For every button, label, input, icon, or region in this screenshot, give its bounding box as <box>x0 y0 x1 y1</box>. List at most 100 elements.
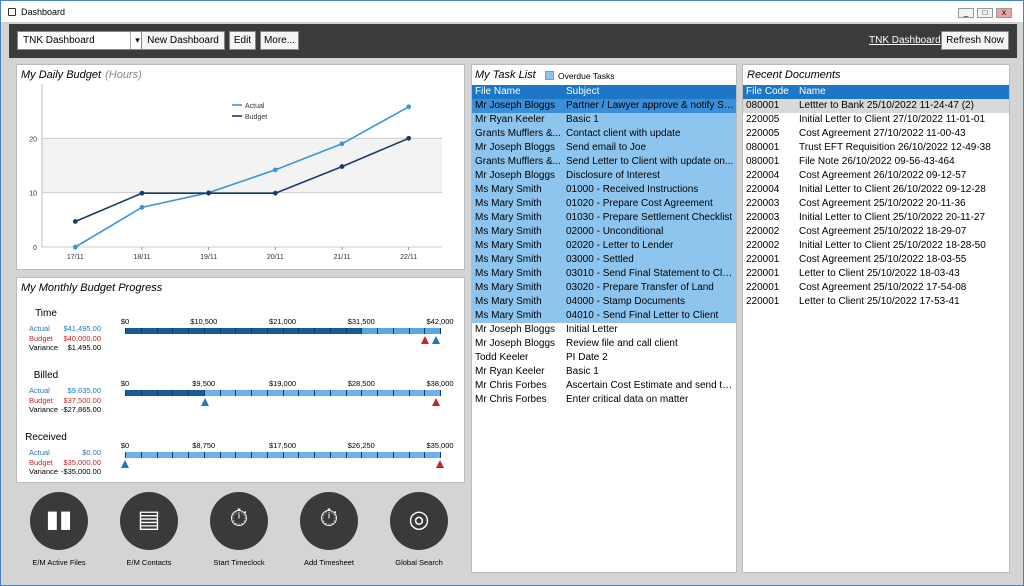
task-row[interactable]: Mr Ryan Keeler Basic 1 <box>472 365 736 379</box>
document-row[interactable]: 220001 Letter to Client 25/10/2022 17-53-… <box>743 295 1009 309</box>
bar-minor-tick <box>172 390 174 396</box>
doc-name: Initial Letter to Client 25/10/2022 20-1… <box>799 212 986 223</box>
budget-marker <box>436 460 444 468</box>
y-tick-label: 10 <box>29 191 37 198</box>
doc-name: Cost Agreement 25/10/2022 18-29-07 <box>799 226 967 237</box>
actual-label: Actual Budget Variance <box>29 386 59 414</box>
more-button[interactable]: More... <box>260 31 299 50</box>
bar-minor-tick <box>282 452 284 458</box>
shortcut-e-m-contacts[interactable]: ▤ E/M Contacts <box>119 492 179 567</box>
document-row[interactable]: 220001 Cost Agreement 25/10/2022 17-54-08 <box>743 281 1009 295</box>
task-row[interactable]: Ms Mary Smith 01000 - Received Instructio… <box>472 183 736 197</box>
document-row[interactable]: 080001 Trust EFT Requisition 26/10/2022 1… <box>743 141 1009 155</box>
task-subject: Basic 1 <box>566 366 599 377</box>
new-dashboard-button[interactable]: New Dashboard <box>141 31 225 50</box>
bar-minor-tick <box>266 328 268 334</box>
task-subject: Disclosure of Interest <box>566 170 660 181</box>
col-file-code[interactable]: File Code <box>746 86 789 97</box>
progress-fill-dark <box>125 328 362 334</box>
doc-file-code: 220004 <box>746 170 780 181</box>
task-row[interactable]: Ms Mary Smith 03010 - Send Final Statemen… <box>472 267 736 281</box>
edit-button[interactable]: Edit <box>229 31 256 50</box>
bar-minor-tick <box>251 452 252 458</box>
task-row[interactable]: Mr Ryan Keeler Basic 1 <box>472 113 736 127</box>
daily-budget-title-text: My Daily Budget <box>21 69 102 81</box>
budget-marker <box>431 398 440 406</box>
task-row[interactable]: Todd Keeler PI Date 2 <box>472 351 736 365</box>
document-row[interactable]: 220002 Initial Letter to Client 25/10/202… <box>743 239 1009 253</box>
bar-tick-label: $9,500 <box>192 379 216 388</box>
doc-file-code: 220001 <box>746 268 780 279</box>
document-row[interactable]: 220005 Initial Letter to Client 27/10/202… <box>743 113 1009 127</box>
document-row[interactable]: 080001 Lettter to Bank 25/10/2022 11-24-4… <box>743 99 1009 113</box>
binders-icon[interactable]: ▮▮ <box>30 492 88 550</box>
contact-card-icon[interactable]: ▤ <box>120 492 178 550</box>
bar-minor-tick <box>172 452 174 458</box>
col-name[interactable]: Name <box>799 86 826 97</box>
task-row[interactable]: Ms Mary Smith 01030 - Prepare Settlement … <box>472 211 736 225</box>
document-row[interactable]: 220003 Cost Agreement 25/10/2022 20-11-36 <box>743 197 1009 211</box>
app-icon <box>8 8 16 16</box>
document-row[interactable]: 220003 Initial Letter to Client 25/10/202… <box>743 211 1009 225</box>
task-row[interactable]: Ms Mary Smith 01020 - Prepare Cost Agreem… <box>472 197 736 211</box>
task-row[interactable]: Mr Joseph Bloggs Initial Letter <box>472 323 736 337</box>
task-row[interactable]: Grants Mufflers &... Contact client with … <box>472 127 736 141</box>
progress-fill-light <box>205 390 440 396</box>
document-row[interactable]: 080001 File Note 26/10/2022 09-56-43-464 <box>743 155 1009 169</box>
point-actual <box>72 244 78 250</box>
task-row[interactable]: Grants Mufflers &... Send Letter to Clien… <box>472 155 736 169</box>
globe-search-icon[interactable]: ◎ <box>390 492 448 550</box>
actual-marker <box>432 336 441 344</box>
shortcut-e-m-active-files[interactable]: ▮▮ E/M Active Files <box>29 492 89 567</box>
task-row[interactable]: Ms Mary Smith 04000 - Stamp Documents <box>472 295 736 309</box>
document-row[interactable]: 220005 Cost Agreement 27/10/2022 11-00-43 <box>743 127 1009 141</box>
bar-minor-tick <box>298 328 300 334</box>
chevron-down-icon[interactable]: ▾ <box>130 32 144 49</box>
bar-minor-tick <box>424 452 426 458</box>
maximize-button[interactable]: □ <box>977 8 993 18</box>
x-tick-label: 18/11 <box>134 254 151 261</box>
task-row[interactable]: Ms Mary Smith 03020 - Prepare Transfer of… <box>472 281 736 295</box>
col-subject[interactable]: Subject <box>566 86 600 97</box>
task-row[interactable]: Mr Chris Forbes Ascertain Cost Estimate a… <box>472 379 736 393</box>
bar-tick-label: $21,000 <box>268 317 297 326</box>
doc-name: Initial Letter to Client 25/10/2022 18-2… <box>799 240 986 251</box>
task-file-name: Ms Mary Smith <box>475 198 542 209</box>
bar-minor-tick <box>203 452 205 458</box>
document-row[interactable]: 220004 Initial Letter to Client 26/10/202… <box>743 183 1009 197</box>
document-row[interactable]: 220002 Cost Agreement 25/10/2022 18-29-07 <box>743 225 1009 239</box>
bar-tick-label: $8,750 <box>192 441 216 450</box>
bar-minor-tick <box>298 390 300 396</box>
doc-file-code: 220002 <box>746 240 780 251</box>
actual-label: Actual Budget Variance <box>29 324 59 352</box>
refresh-button[interactable]: Refresh Now <box>941 31 1009 50</box>
daily-budget-title: My Daily Budget (Hours) <box>21 69 142 81</box>
task-row[interactable]: Mr Joseph Bloggs Review file and call cli… <box>472 337 736 351</box>
task-row[interactable]: Ms Mary Smith 04010 - Send Final Letter t… <box>472 309 736 323</box>
shortcut-start-timeclock[interactable]: ⏱ Start Timeclock <box>209 492 269 567</box>
task-row[interactable]: Ms Mary Smith 03000 - Settled <box>472 253 736 267</box>
bar-minor-tick <box>188 452 189 458</box>
shortcut-add-timesheet[interactable]: ⏱ Add Timesheet <box>299 492 359 567</box>
task-row[interactable]: Mr Joseph Bloggs Disclosure of Interest <box>472 169 736 183</box>
actual-value: $9,635.00 $37,500.00 -$27,865.00 <box>60 386 101 414</box>
task-row[interactable]: Mr Joseph Bloggs Partner / Lawyer approve… <box>472 99 736 113</box>
task-row[interactable]: Mr Chris Forbes Enter critical data on ma… <box>472 393 736 407</box>
shortcut-global-search[interactable]: ◎ Global Search <box>389 492 449 567</box>
task-row[interactable]: Ms Mary Smith 02020 - Letter to Lender <box>472 239 736 253</box>
minimize-button[interactable]: _ <box>958 8 974 18</box>
close-button[interactable]: x <box>996 8 1012 18</box>
document-row[interactable]: 220001 Cost Agreement 25/10/2022 18-03-55 <box>743 253 1009 267</box>
task-file-name: Ms Mary Smith <box>475 240 542 251</box>
col-file-name[interactable]: File Name <box>475 86 521 97</box>
document-row[interactable]: 220001 Letter to Client 25/10/2022 18-03-… <box>743 267 1009 281</box>
document-row[interactable]: 220004 Cost Agreement 26/10/2022 09-12-57 <box>743 169 1009 183</box>
stopwatch-add-icon[interactable]: ⏱ <box>300 492 358 550</box>
task-row[interactable]: Mr Joseph Bloggs Send email to Joe <box>472 141 736 155</box>
dashboard-link[interactable]: TNK Dashboard <box>869 35 941 46</box>
y-tick-label: 20 <box>29 136 37 143</box>
stopwatch-icon[interactable]: ⏱ <box>210 492 268 550</box>
dashboard-select[interactable]: TNK Dashboard ▾ <box>17 31 145 50</box>
task-subject: Contact client with update <box>566 128 681 139</box>
task-row[interactable]: Ms Mary Smith 02000 - Unconditional <box>472 225 736 239</box>
